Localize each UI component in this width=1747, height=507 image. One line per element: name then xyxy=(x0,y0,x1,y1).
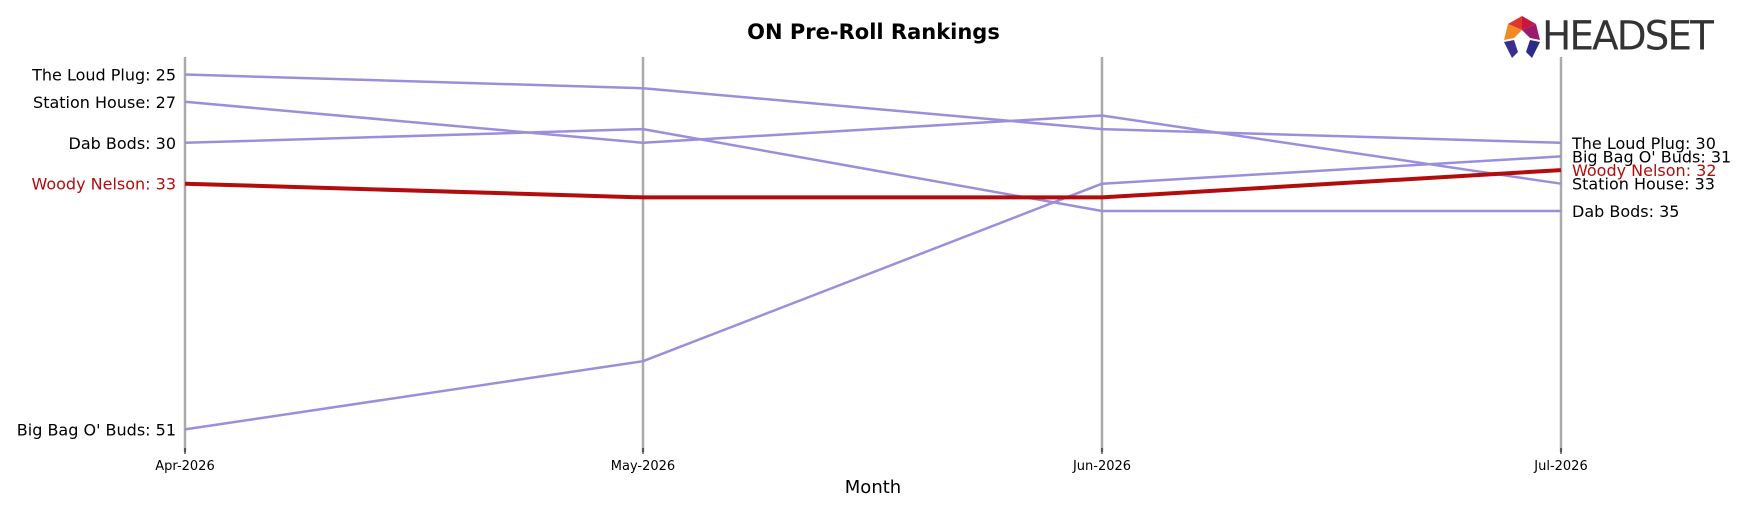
start-label-1: Station House: 27 xyxy=(33,93,176,112)
label-layer: The Loud Plug: 25 Station House: 27 Dab Bo… xyxy=(17,66,1731,440)
series-line-the-loud-plug xyxy=(184,73,1562,145)
start-label-4: Big Bag O' Buds: 51 xyxy=(17,420,176,439)
end-label-1: Big Bag O' Buds: 31 xyxy=(1572,147,1731,166)
series-layer xyxy=(184,73,1562,431)
end-label-2: Woody Nelson: 32 xyxy=(1572,161,1717,180)
start-label-3: Woody Nelson: 33 xyxy=(31,175,176,194)
x-tick-label-1: May-2026 xyxy=(611,459,675,474)
x-tick-label-2: Jun-2026 xyxy=(1072,459,1131,474)
start-label-0: The Loud Plug: 25 xyxy=(31,66,176,85)
series-line-dab-bods xyxy=(184,127,1561,213)
series-line-station-house xyxy=(184,100,1562,185)
tick-layer: Apr-2026 May-2026 Jun-2026 Jul-2026 xyxy=(155,448,1588,474)
end-label-0: The Loud Plug: 30 xyxy=(1571,134,1716,153)
x-tick-label-0: Apr-2026 xyxy=(155,459,214,474)
series-line-big-bag-o-buds xyxy=(184,155,1562,431)
end-label-4: Dab Bods: 35 xyxy=(1572,202,1679,221)
x-axis-label: Month xyxy=(845,477,901,498)
grid-layer xyxy=(183,57,1563,452)
x-tick-label-3: Jul-2026 xyxy=(1533,459,1587,474)
headset-logo-text: HEADSET xyxy=(1542,13,1714,60)
headset-logo-icon xyxy=(1504,16,1540,58)
series-line-woody-nelson xyxy=(184,168,1562,200)
start-label-2: Dab Bods: 30 xyxy=(69,134,176,153)
chart-title: ON Pre-Roll Rankings xyxy=(747,20,1000,44)
end-label-3: Station House: 33 xyxy=(1572,175,1715,194)
